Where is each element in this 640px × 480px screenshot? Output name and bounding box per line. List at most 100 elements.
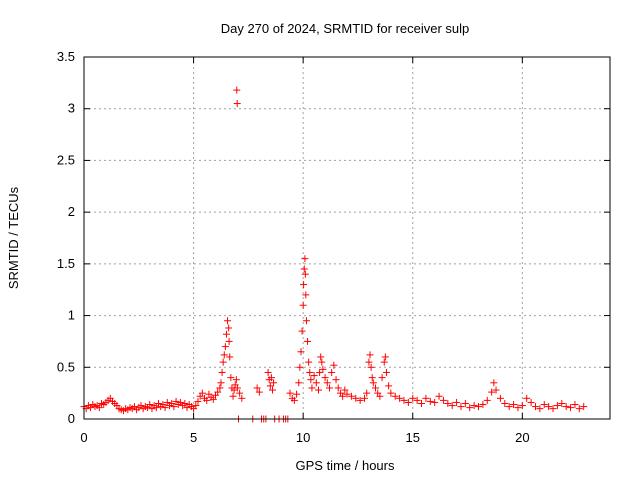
data-point [396,394,404,402]
data-point [214,388,222,396]
data-point [518,402,526,410]
data-point [334,384,342,392]
data-point [217,379,225,387]
data-point [479,401,487,409]
data-point [567,404,575,412]
data-point [501,399,509,407]
data-point [222,330,230,338]
data-point [549,405,557,413]
data-point [317,353,325,361]
data-point [575,405,583,413]
data-point [385,382,393,390]
data-point [152,404,160,412]
data-point [435,392,443,400]
data-point [381,353,389,361]
data-point [216,384,224,392]
data-point [439,396,447,404]
data-point [304,337,312,345]
data-point [380,358,388,366]
data-point [302,291,310,299]
data-point [307,376,315,384]
data-point [510,401,518,409]
data-point [301,270,309,278]
data-point [321,374,329,382]
data-point [418,399,426,407]
data-point [325,384,333,392]
y-tick-label: 0.5 [57,359,75,374]
data-point [227,374,235,382]
data-point [366,351,374,359]
data-point [310,372,318,380]
data-point [221,343,229,351]
data-point [264,368,272,376]
data-point [181,399,189,407]
data-point [298,327,306,335]
data-point [531,403,539,411]
data-point [553,402,561,410]
data-point [305,358,313,366]
data-point [400,396,408,404]
data-point [523,394,531,402]
data-point [470,402,478,410]
data-point [580,403,588,411]
data-point [492,386,500,394]
data-point [306,368,314,376]
data-point [332,376,340,384]
data-point [198,389,206,397]
data-point [382,368,390,376]
data-point [444,399,452,407]
data-point [203,396,211,404]
data-point [170,403,178,411]
data-point [413,396,421,404]
data-point [475,403,482,411]
data-points [80,86,588,423]
data-point [224,317,232,325]
data-point [330,361,338,369]
data-point [422,394,430,402]
data-point [270,379,278,387]
data-point [387,389,395,397]
data-point [218,368,226,376]
data-point [545,403,553,411]
plot-frame [83,56,611,420]
data-point [562,403,570,411]
data-point [295,379,303,387]
data-point [343,390,351,398]
data-point [404,398,412,406]
grid-lines [84,57,610,419]
data-point [316,368,324,376]
data-point [514,404,522,412]
data-point [318,358,326,366]
data-point [356,396,364,404]
x-tick-label: 15 [406,430,420,445]
data-point [426,397,434,405]
data-point [225,337,233,345]
data-point [300,265,308,273]
data-point [95,404,103,412]
data-point [571,401,579,409]
data-point [457,403,465,411]
data-point [161,404,169,412]
data-point [323,379,331,387]
data-point [558,399,566,407]
data-point [236,389,244,397]
data-point [267,374,275,382]
data-point [233,86,241,94]
data-point [253,384,261,392]
data-point [297,348,305,356]
data-point [225,324,233,332]
y-tick-label: 2.5 [57,152,75,167]
data-point [483,396,491,404]
data-point [312,379,320,387]
data-point [315,386,323,394]
data-point [391,392,399,400]
data-point [233,100,241,108]
data-point [540,401,548,409]
data-point [301,255,309,263]
data-point [341,386,349,394]
data-point [361,394,369,402]
data-point [192,402,200,410]
x-tick-label: 0 [80,430,87,445]
y-tick-label: 1.5 [57,256,75,271]
